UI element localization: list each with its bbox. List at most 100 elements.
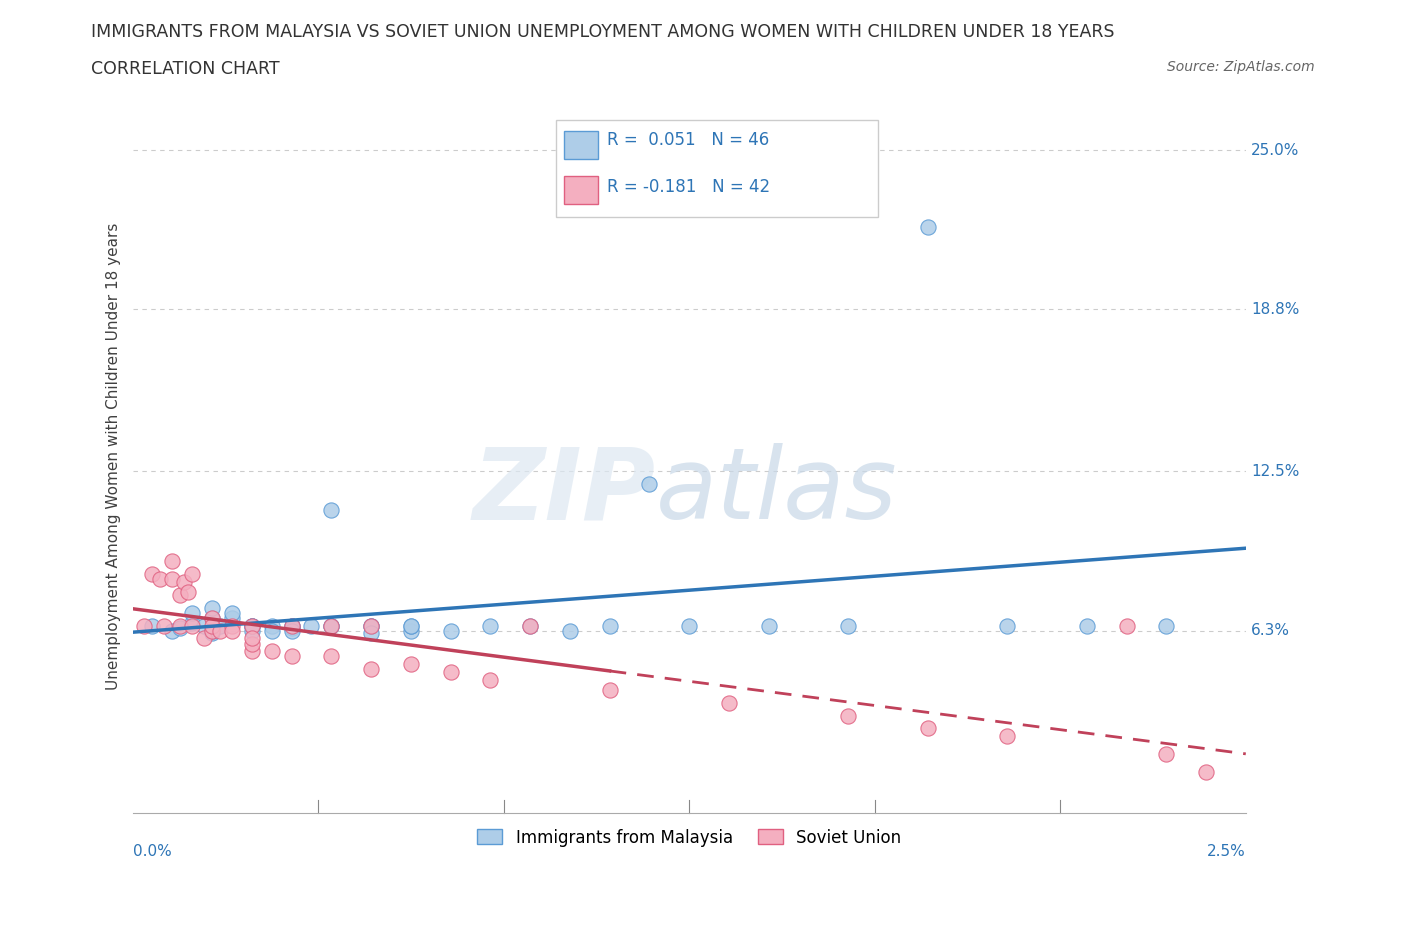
- Point: [399, 618, 422, 633]
- Point: [240, 636, 263, 651]
- Point: [260, 618, 283, 633]
- Point: [240, 618, 263, 633]
- Point: [240, 618, 263, 633]
- Point: [221, 605, 243, 620]
- Point: [201, 610, 224, 625]
- Point: [162, 623, 184, 638]
- Point: [321, 649, 343, 664]
- Point: [201, 626, 224, 641]
- Point: [240, 618, 263, 633]
- Point: [221, 623, 243, 638]
- Point: [360, 662, 382, 677]
- Point: [599, 683, 621, 698]
- Text: 6.3%: 6.3%: [1251, 623, 1291, 638]
- Point: [995, 618, 1018, 633]
- Text: IMMIGRANTS FROM MALAYSIA VS SOVIET UNION UNEMPLOYMENT AMONG WOMEN WITH CHILDREN : IMMIGRANTS FROM MALAYSIA VS SOVIET UNION…: [91, 23, 1115, 41]
- Point: [479, 672, 502, 687]
- Point: [153, 618, 176, 633]
- Point: [201, 600, 224, 615]
- Point: [321, 618, 343, 633]
- Point: [208, 623, 231, 638]
- Text: 18.8%: 18.8%: [1251, 302, 1299, 317]
- Point: [260, 623, 283, 638]
- Point: [519, 618, 541, 633]
- Text: 12.5%: 12.5%: [1251, 464, 1299, 479]
- Point: [439, 623, 461, 638]
- Point: [321, 502, 343, 517]
- Point: [177, 585, 200, 600]
- Point: [208, 618, 231, 633]
- Point: [360, 618, 382, 633]
- Point: [299, 618, 322, 633]
- Point: [240, 618, 263, 633]
- Point: [280, 618, 302, 633]
- Point: [917, 219, 939, 234]
- Point: [519, 618, 541, 633]
- Legend: Immigrants from Malaysia, Soviet Union: Immigrants from Malaysia, Soviet Union: [468, 820, 910, 855]
- FancyBboxPatch shape: [555, 120, 879, 217]
- Point: [280, 621, 302, 636]
- Point: [240, 631, 263, 646]
- Point: [678, 618, 700, 633]
- Text: Source: ZipAtlas.com: Source: ZipAtlas.com: [1167, 60, 1315, 74]
- Point: [1076, 618, 1098, 633]
- Text: ZIP: ZIP: [472, 444, 655, 540]
- Point: [360, 618, 382, 633]
- Text: 0.0%: 0.0%: [132, 844, 172, 859]
- Text: 25.0%: 25.0%: [1251, 142, 1299, 157]
- Point: [280, 618, 302, 633]
- Text: R =  0.051   N = 46: R = 0.051 N = 46: [607, 131, 769, 149]
- Point: [181, 616, 204, 631]
- Point: [399, 623, 422, 638]
- Point: [837, 708, 859, 723]
- Point: [1195, 764, 1218, 779]
- Point: [201, 623, 224, 638]
- Point: [399, 618, 422, 633]
- Point: [399, 657, 422, 671]
- Point: [479, 618, 502, 633]
- Point: [1115, 618, 1137, 633]
- Point: [599, 618, 621, 633]
- Point: [221, 610, 243, 625]
- Point: [169, 588, 191, 603]
- Point: [181, 605, 204, 620]
- Point: [173, 575, 195, 590]
- Point: [638, 477, 661, 492]
- Point: [149, 572, 172, 587]
- Point: [162, 572, 184, 587]
- Point: [439, 664, 461, 679]
- Y-axis label: Unemployment Among Women with Children Under 18 years: Unemployment Among Women with Children U…: [107, 222, 121, 690]
- Point: [1154, 747, 1177, 762]
- Point: [221, 618, 243, 633]
- Point: [280, 649, 302, 664]
- Point: [280, 618, 302, 633]
- Point: [193, 618, 215, 633]
- Text: 2.5%: 2.5%: [1206, 844, 1246, 859]
- Point: [758, 618, 780, 633]
- Point: [141, 566, 163, 581]
- Point: [181, 566, 204, 581]
- Point: [321, 618, 343, 633]
- Point: [193, 631, 215, 646]
- Point: [260, 644, 283, 658]
- Point: [162, 554, 184, 569]
- FancyBboxPatch shape: [564, 131, 598, 159]
- Point: [995, 729, 1018, 744]
- Text: atlas: atlas: [655, 444, 897, 540]
- Point: [917, 721, 939, 736]
- Point: [201, 618, 224, 633]
- Point: [169, 621, 191, 636]
- Point: [181, 618, 204, 633]
- Point: [360, 618, 382, 633]
- Point: [134, 618, 156, 633]
- Text: CORRELATION CHART: CORRELATION CHART: [91, 60, 280, 78]
- FancyBboxPatch shape: [564, 176, 598, 205]
- Point: [1154, 618, 1177, 633]
- Point: [240, 644, 263, 658]
- Point: [321, 618, 343, 633]
- Point: [201, 623, 224, 638]
- Point: [558, 623, 581, 638]
- Point: [837, 618, 859, 633]
- Text: R = -0.181   N = 42: R = -0.181 N = 42: [607, 178, 770, 195]
- Point: [280, 623, 302, 638]
